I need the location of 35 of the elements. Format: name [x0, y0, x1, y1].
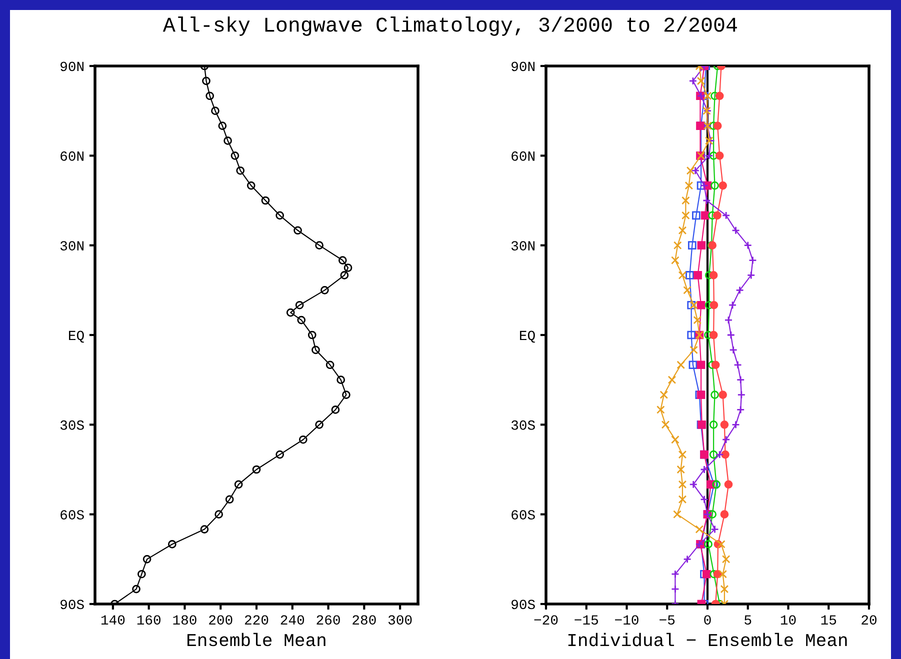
y-tick-label: 30S [60, 420, 84, 430]
x-tick-label: −10 [615, 615, 638, 625]
y-tick-label: EQ [69, 330, 84, 343]
x-axis-title: Ensemble Mean [187, 632, 326, 646]
x-tick-label: 240 [280, 615, 304, 625]
chart-title: All-sky Longwave Climatology, 3/2000 to 2/2004 [162, 16, 737, 36]
x-tick-label: 180 [173, 615, 196, 625]
y-tick-label: 60N [512, 151, 534, 161]
y-tick-label: 30S [511, 420, 535, 430]
x-tick-label: 220 [244, 615, 268, 625]
y-tick-label: 90S [60, 600, 84, 610]
x-tick-label: −15 [574, 615, 598, 625]
y-tick-label: 30N [511, 241, 534, 251]
x-tick-label: 300 [388, 615, 412, 625]
x-tick-label: 140 [101, 615, 125, 625]
x-tick-label: −20 [534, 615, 558, 625]
x-tick-label: 20 [862, 615, 876, 625]
y-tick-label: 60N [60, 151, 84, 161]
y-tick-label: EQ [520, 330, 535, 343]
x-tick-label: 200 [209, 615, 232, 625]
x-tick-label: 5 [744, 615, 752, 625]
x-axis-title: Individual − Ensemble Mean [568, 632, 847, 646]
x-tick-label: 10 [780, 615, 796, 625]
x-tick-label: 160 [137, 615, 160, 625]
y-tick-label: 30N [60, 241, 84, 251]
x-tick-label: 15 [821, 615, 836, 625]
y-tick-label: 60S [60, 510, 84, 520]
y-tick-label: 90N [512, 62, 534, 72]
y-tick-label: 90S [512, 600, 535, 610]
y-tick-label: 60S [512, 510, 535, 520]
x-tick-label: 280 [352, 615, 376, 625]
y-tick-label: 90N [60, 62, 84, 72]
x-tick-label: 260 [316, 615, 340, 625]
x-tick-label: −5 [660, 615, 675, 625]
x-tick-label: 0 [704, 615, 711, 625]
